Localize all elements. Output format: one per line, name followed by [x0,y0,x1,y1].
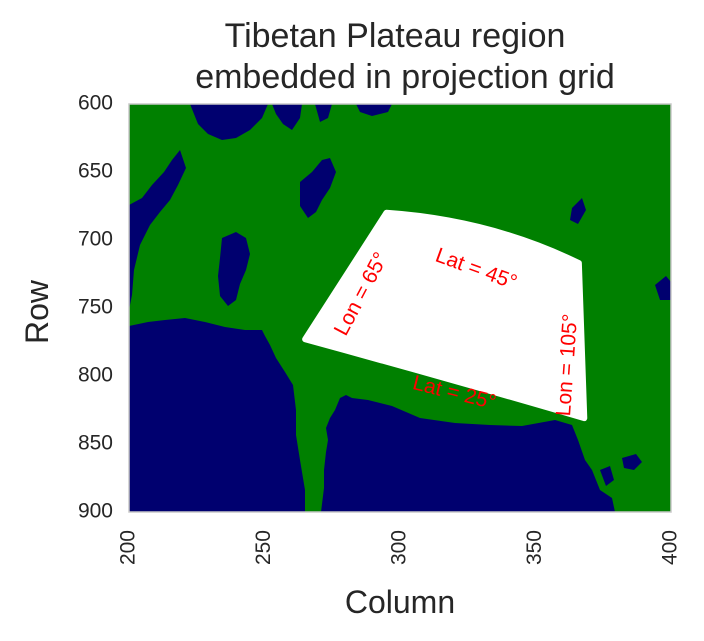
water-body [300,158,336,218]
water-body [315,104,332,122]
water-body [129,150,186,310]
x-axis-label: Column [345,584,455,620]
plot-frame [128,103,672,513]
y-tick-label: 650 [78,160,113,183]
water-body [655,276,671,300]
y-tick-label: 600 [78,92,113,115]
x-tick-label: 200 [117,530,140,565]
y-tick-label: 850 [78,432,113,455]
water-body [356,104,392,116]
y-tick-label: 900 [78,500,113,523]
x-tick-label: 250 [252,530,275,565]
x-tick-group: 200 250 300 350 400 [117,530,682,565]
y-tick-label: 750 [78,296,113,319]
water-body [600,466,614,486]
chart-title-line-2: embedded in projection grid [195,58,615,96]
water-body [570,198,586,224]
tibetan-plateau-region [302,209,588,422]
x-tick-label: 350 [523,530,546,565]
plot-area: Lon = 65° Lat = 45°Lat = 25° Lon = 105° [129,104,671,512]
y-tick-label: 800 [78,364,113,387]
chart-title-line-1: Tibetan Plateau region [225,17,566,55]
y-tick-label: 700 [78,228,113,251]
water-body [218,232,250,306]
water-body [190,104,268,140]
y-tick-group: 600 650 700 750 800 850 900 [78,92,113,523]
x-tick-label: 300 [388,530,411,565]
water-body [622,454,642,470]
y-axis-label: Row [19,279,55,344]
water-body [272,104,302,130]
x-tick-label: 400 [659,530,682,565]
